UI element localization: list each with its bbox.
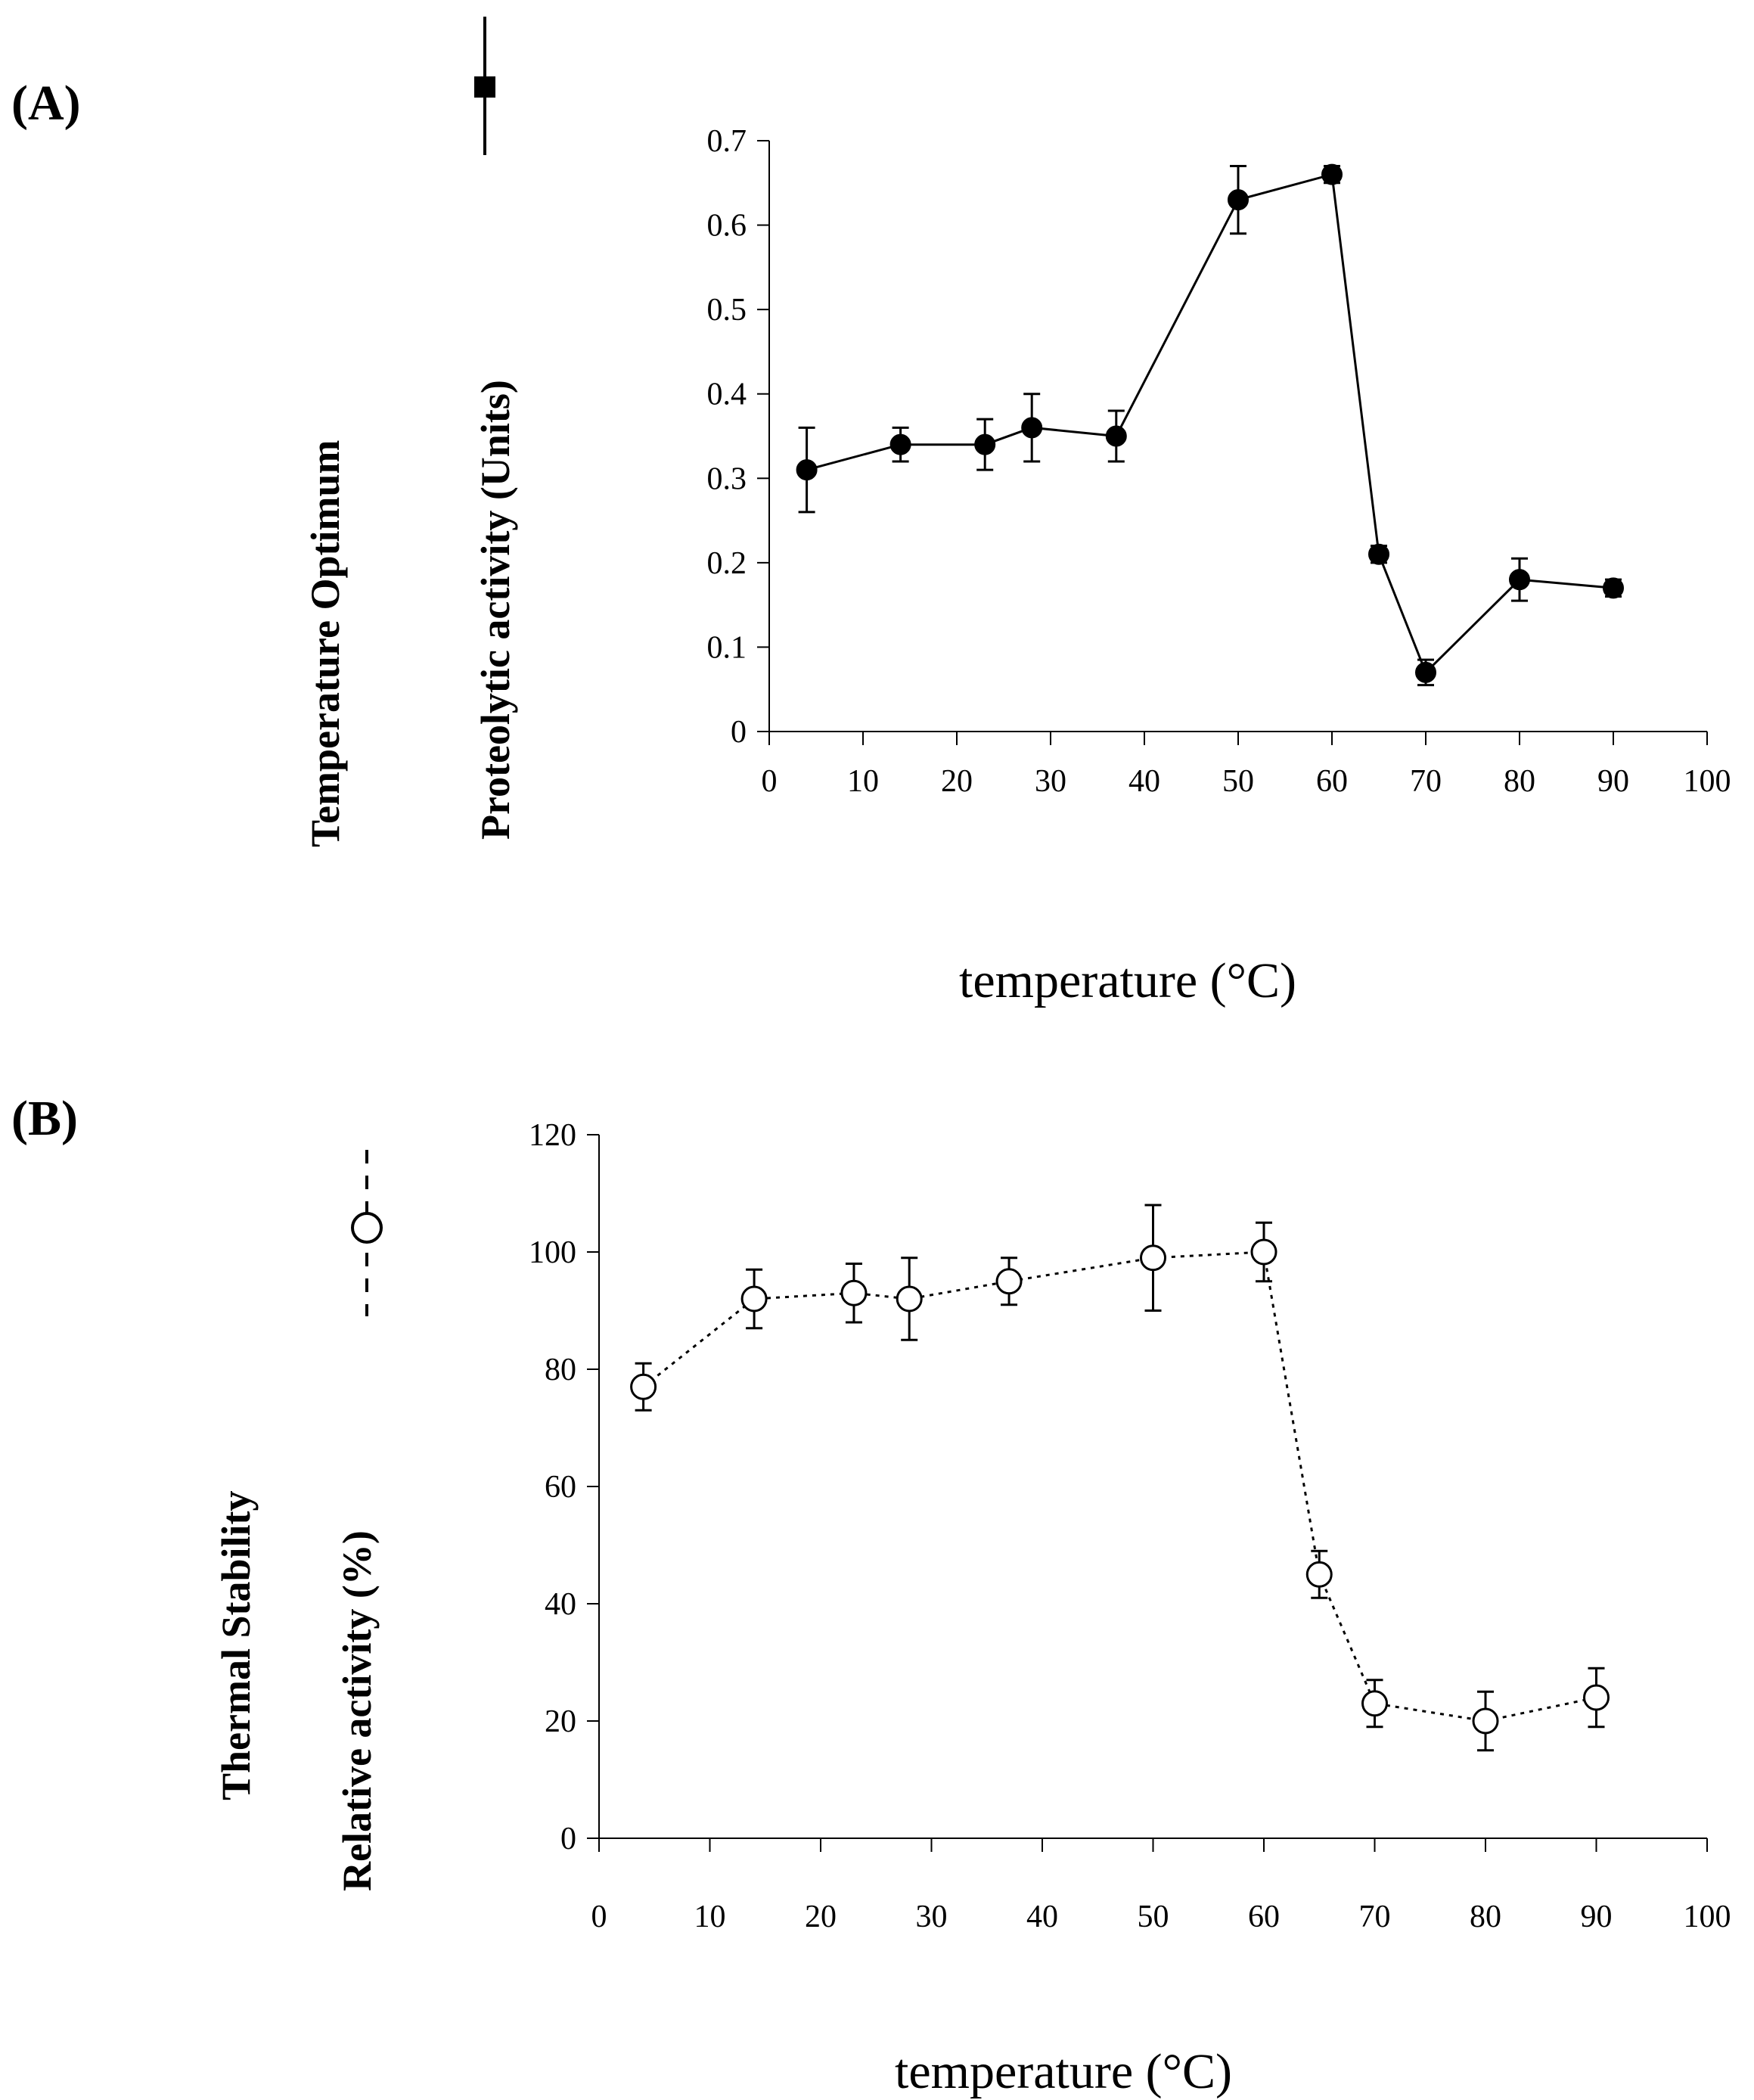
- panel-b-data-point: [1583, 1684, 1610, 1711]
- panel-b-x-tick-label: 70: [1359, 1900, 1391, 1934]
- panel-a-y-tick-label: 0.5: [707, 293, 747, 328]
- panel-a-x-tick-label: 70: [1410, 764, 1442, 799]
- panel-a-y-tick-label: 0: [731, 715, 747, 750]
- panel-b-x-tick-label: 30: [916, 1900, 948, 1934]
- panel-a-y-tick-label: 0.6: [707, 209, 747, 244]
- panel-a-y-axis-title: Proteolytic activity (Units): [473, 380, 518, 840]
- panel-b-x-axis-title: temperature (°C): [895, 2044, 1232, 2099]
- panel-b-x-tick-label: 80: [1470, 1900, 1501, 1934]
- panel-a-x-tick-label: 40: [1128, 764, 1160, 799]
- panel-a-data-point: [1228, 189, 1249, 211]
- panel-a-data-point: [1368, 543, 1389, 565]
- panel-a-x-tick-label: 60: [1316, 764, 1348, 799]
- panel-b-data-point: [1140, 1244, 1166, 1272]
- panel-a-y-tick-label: 0.7: [707, 124, 747, 159]
- panel-b-series-line: [642, 1250, 1597, 1723]
- panel-b-data-point: [1250, 1238, 1277, 1266]
- panel-a-x-tick-label: 0: [762, 764, 778, 799]
- panel-b-data-point: [995, 1268, 1023, 1295]
- panel-a-data-point: [1105, 425, 1127, 447]
- panel-b-x-tick-label: 0: [591, 1900, 607, 1934]
- panel-b-data-point: [840, 1279, 868, 1306]
- panel-a-x-tick-label: 100: [1684, 764, 1731, 799]
- panel-b-y-tick-label: 120: [529, 1118, 576, 1153]
- panel-a-plot: 0 0.1 0.2 0.3 0.4 0.5 0.6 0.7 0 10 20 30 40 50 60 70 80 9…: [707, 124, 1731, 799]
- panel-a-y-tick-label: 0.3: [707, 461, 747, 496]
- panel-b-label: (B): [11, 1091, 78, 1146]
- panel-a-x-axis-title: temperature (°C): [959, 953, 1296, 1008]
- panel-a-data-point: [1509, 569, 1530, 591]
- panel-a-x-tick-label: 20: [941, 764, 973, 799]
- panel-a-data-point: [889, 433, 911, 455]
- panel-b-y-tick-label: 40: [545, 1587, 576, 1622]
- panel-b-data-point: [740, 1285, 768, 1312]
- panel-b-y-tick-label: 80: [545, 1353, 576, 1387]
- panel-b-y-axis-title: Relative activity (%): [334, 1530, 380, 1891]
- panel-b-plot: 0 20 40 60 80 100 120 0 10 20 30 40 50 60 70 80 90 100: [529, 1118, 1731, 1934]
- panel-b-y-tick-label: 100: [529, 1235, 576, 1270]
- panel-a-data-point: [1415, 661, 1436, 683]
- panel-a-data-point: [974, 433, 996, 455]
- panel-a-series-label: Temperature Optimum: [303, 440, 348, 847]
- panel-b-data-point: [1361, 1690, 1388, 1717]
- panel-a-y-tick-label: 0.1: [707, 630, 747, 665]
- panel-b-x-tick-label: 40: [1026, 1900, 1058, 1934]
- panel-a-x-tick-label: 30: [1035, 764, 1066, 799]
- panel-b-x-tick-label: 100: [1684, 1900, 1731, 1934]
- panel-b-x-tick-label: 90: [1581, 1900, 1613, 1934]
- panel-a-series-line: [806, 172, 1614, 675]
- panel-a-data-point: [1603, 577, 1624, 599]
- panel-b-legend-key-icon: [351, 1150, 383, 1316]
- panel-b-x-tick-label: 60: [1248, 1900, 1280, 1934]
- panel-b-x-tick-label: 10: [694, 1900, 726, 1934]
- panel-b-series-label: Thermal Stability: [213, 1490, 259, 1800]
- panel-a-label: (A): [11, 76, 81, 131]
- panel-b-data-point: [1472, 1707, 1499, 1735]
- panel-a-data-point: [1321, 163, 1343, 185]
- panel-a-x-tick-label: 50: [1222, 764, 1254, 799]
- panel-b-y-tick-label: 60: [545, 1470, 576, 1505]
- panel-b-x-tick-label: 20: [805, 1900, 837, 1934]
- panel-a-x-tick-label: 80: [1504, 764, 1535, 799]
- panel-b-x-tick-label: 50: [1138, 1900, 1169, 1934]
- panel-a-data-point: [796, 459, 818, 481]
- panel-a-x-tick-label: 90: [1597, 764, 1629, 799]
- panel-a-y-tick-label: 0.2: [707, 546, 747, 581]
- panel-a-data-point: [1021, 417, 1043, 439]
- panel-b-data-point: [630, 1373, 657, 1400]
- panel-b-y-tick-label: 0: [560, 1822, 576, 1856]
- panel-b-y-tick-label: 20: [545, 1704, 576, 1739]
- panel-a-legend-key-icon: [474, 17, 495, 155]
- panel-b-data-point: [896, 1285, 923, 1312]
- panel-a-y-tick-label: 0.4: [707, 377, 747, 412]
- panel-a-x-tick-label: 10: [847, 764, 879, 799]
- panel-b-data-point: [1305, 1561, 1333, 1588]
